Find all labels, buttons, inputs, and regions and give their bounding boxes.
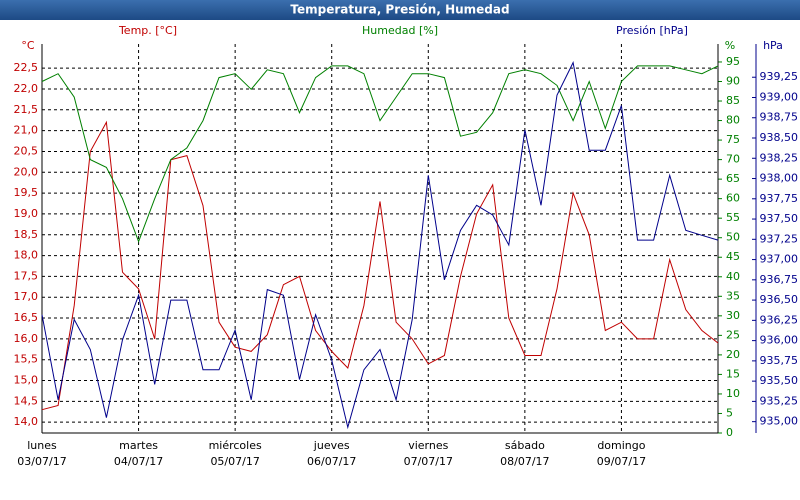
y-tick-label: 21,5: [14, 103, 39, 116]
y3-tick-label: 935,25: [760, 394, 799, 407]
y3-tick-label: 937,25: [760, 232, 799, 245]
x-tick-label: miércoles: [209, 439, 262, 452]
x-tick-date: 05/07/17: [210, 455, 259, 468]
y2-tick-label: 75: [726, 133, 740, 146]
y2-tick-label: 45: [726, 250, 740, 263]
y-tick-label: 22,5: [14, 61, 39, 74]
y3-tick-label: 938,00: [760, 172, 799, 185]
y-tick-label: 16,5: [14, 311, 39, 324]
y2-tick-label: 25: [726, 328, 740, 341]
y2-tick-label: 80: [726, 114, 740, 127]
y2-tick-label: 60: [726, 192, 740, 205]
y2-tick-label: 20: [726, 348, 740, 361]
y-tick-label: 15,5: [14, 353, 39, 366]
series-line: [41, 120, 719, 411]
y3-label: Presión [hPa]: [616, 24, 688, 37]
y-tick-label: 14,0: [14, 415, 39, 428]
y-tick-label: 22,0: [14, 82, 39, 95]
x-tick-date: 06/07/17: [307, 455, 356, 468]
y-label: Temp. [°C]: [118, 24, 177, 37]
x-tick-label: lunes: [27, 439, 57, 452]
y3-tick-label: 938,75: [760, 111, 799, 124]
y-tick-label: 19,5: [14, 186, 39, 199]
y2-label: Humedad [%]: [362, 24, 438, 37]
y-tick-label: 20,0: [14, 165, 39, 178]
x-tick-date: 07/07/17: [404, 455, 453, 468]
x-tick-label: jueves: [313, 439, 350, 452]
y3-tick-label: 935,00: [760, 415, 799, 428]
y3-tick-label: 938,50: [760, 131, 799, 144]
y2-tick-label: 10: [726, 387, 740, 400]
series-line: [41, 61, 719, 430]
y3-tick-label: 936,50: [760, 293, 799, 306]
y2-tick-label: 5: [726, 406, 733, 419]
y2-unit: %: [725, 39, 735, 52]
y3-tick-label: 936,25: [760, 313, 799, 326]
y3-tick-label: 937,00: [760, 253, 799, 266]
y2-tick-label: 70: [726, 153, 740, 166]
y-tick-label: 19,0: [14, 207, 39, 220]
y3-tick-label: 936,00: [760, 334, 799, 347]
series-line: [41, 65, 719, 244]
y-tick-label: 20,5: [14, 144, 39, 157]
y2-tick-label: 85: [726, 94, 740, 107]
y2-tick-label: 50: [726, 231, 740, 244]
y-tick-label: 16,0: [14, 332, 39, 345]
y2-tick-label: 35: [726, 289, 740, 302]
y3-tick-label: 939,25: [760, 70, 799, 83]
y2-tick-label: 95: [726, 55, 740, 68]
y3-tick-label: 938,25: [760, 151, 799, 164]
y-tick-label: 18,0: [14, 249, 39, 262]
y3-tick-label: 936,75: [760, 273, 799, 286]
y2-tick-label: 0: [726, 426, 733, 439]
x-tick-label: domingo: [597, 439, 645, 452]
y2-tick-label: 90: [726, 74, 740, 87]
y3-tick-label: 935,75: [760, 354, 799, 367]
y3-tick-label: 935,50: [760, 374, 799, 387]
y-tick-label: 18,5: [14, 228, 39, 241]
y2-tick-label: 15: [726, 367, 740, 380]
x-tick-label: sábado: [505, 439, 545, 452]
y2-tick-label: 55: [726, 211, 740, 224]
x-tick-date: 04/07/17: [114, 455, 163, 468]
y-tick-label: 17,5: [14, 269, 39, 282]
y2-tick-label: 65: [726, 172, 740, 185]
x-tick-date: 08/07/17: [500, 455, 549, 468]
y2-tick-label: 40: [726, 270, 740, 283]
y-tick-label: 15,0: [14, 374, 39, 387]
x-tick-date: 09/07/17: [597, 455, 646, 468]
y-tick-label: 17,0: [14, 290, 39, 303]
x-tick-label: martes: [119, 439, 158, 452]
y-tick-label: 21,0: [14, 124, 39, 137]
y2-tick-label: 30: [726, 309, 740, 322]
x-tick-label: viernes: [408, 439, 448, 452]
y3-tick-label: 937,50: [760, 212, 799, 225]
y-tick-label: 14,5: [14, 394, 39, 407]
y3-unit: hPa: [763, 39, 783, 52]
chart-title: Temperatura, Presión, Humedad: [290, 3, 509, 17]
y-unit: °C: [21, 39, 35, 52]
y3-tick-label: 939,00: [760, 90, 799, 103]
y3-tick-label: 937,75: [760, 192, 799, 205]
title-bar: [0, 0, 800, 20]
x-tick-date: 03/07/17: [17, 455, 66, 468]
